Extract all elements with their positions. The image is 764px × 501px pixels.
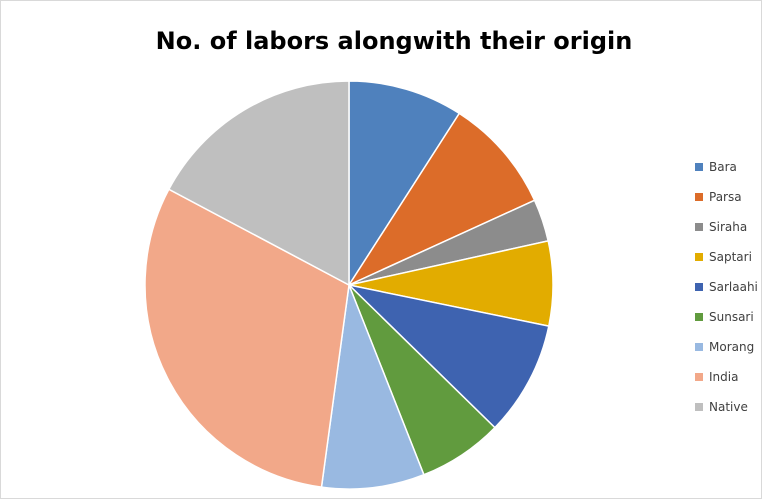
legend: Bara Parsa Siraha Saptari Sarlaahi Sunsari Mor…	[695, 152, 763, 422]
pie-slice-bara	[348, 80, 461, 288]
pie-slice-parsa	[346, 112, 536, 287]
legend-swatch	[695, 253, 703, 261]
legend-label: Parsa	[709, 190, 742, 204]
legend-swatch	[695, 223, 703, 231]
pie-slice-native	[167, 80, 350, 287]
legend-label: Siraha	[709, 220, 748, 234]
legend-label: Saptari	[709, 250, 752, 264]
pie-slice-sarlaahi	[346, 283, 550, 429]
pie-slice-india	[144, 188, 350, 488]
legend-label: Morang	[709, 340, 755, 354]
legend-item-bara: Bara	[695, 152, 763, 182]
legend-item-saptari: Saptari	[695, 242, 763, 272]
legend-label: Native	[709, 400, 748, 414]
legend-item-india: India	[695, 362, 763, 392]
pie-slice-morang	[320, 282, 425, 490]
legend-item-sarlaahi: Sarlaahi	[695, 272, 763, 302]
legend-swatch	[695, 403, 703, 411]
legend-swatch	[695, 163, 703, 171]
legend-swatch	[695, 313, 703, 321]
legend-item-morang: Morang	[695, 332, 763, 362]
legend-swatch	[695, 373, 703, 381]
legend-label: Bara	[709, 160, 737, 174]
legend-label: Sarlaahi	[709, 280, 758, 294]
legend-item-parsa: Parsa	[695, 182, 763, 212]
legend-item-siraha: Siraha	[695, 212, 763, 242]
legend-swatch	[695, 343, 703, 351]
legend-label: Sunsari	[709, 310, 754, 324]
chart-title: No. of labors alongwith their origin	[155, 27, 633, 55]
legend-swatch	[695, 193, 703, 201]
legend-item-sunsari: Sunsari	[695, 302, 763, 332]
legend-swatch	[695, 283, 703, 291]
legend-label: India	[709, 370, 739, 384]
legend-item-native: Native	[695, 392, 763, 422]
